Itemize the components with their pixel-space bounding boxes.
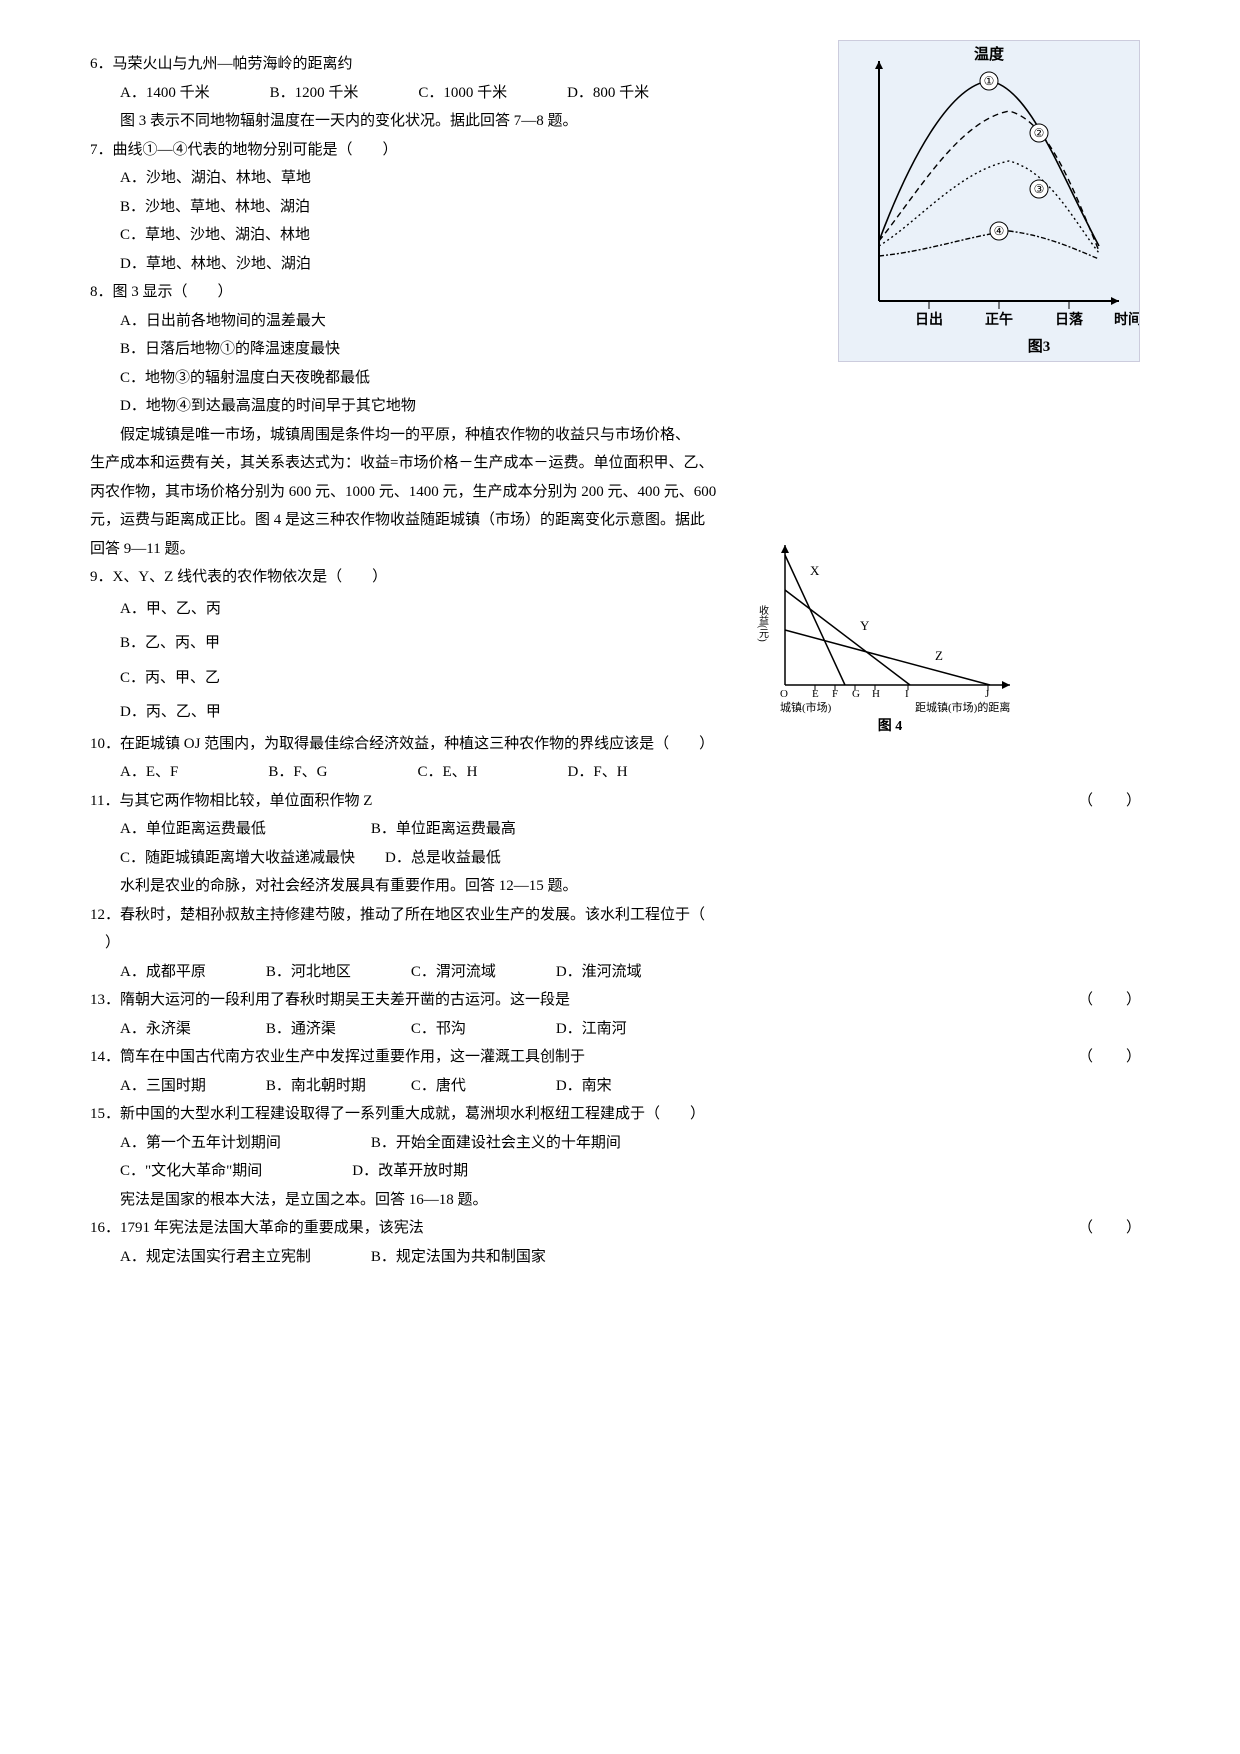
fig3-caption: 图3 <box>1028 338 1051 355</box>
q11-b: C．随距城镇距离增大收益递减最快 D．总是收益最低 <box>90 844 1150 873</box>
fig4-origin-lbl: 城镇(市场) <box>780 700 832 714</box>
p4: 宪法是国家的根本大法，是立国之本。回答 16—18 题。 <box>90 1186 1150 1215</box>
fig3-label-4: ④ <box>994 224 1005 238</box>
fig4-x-arrow <box>1002 681 1010 689</box>
q11-a: A．单位距离运费最低 B．单位距离运费最高 <box>90 815 1150 844</box>
q15-stem: 15．新中国的大型水利工程建设取得了一系列重大成就，葛洲坝水利枢纽工程建成于（ … <box>90 1100 1150 1129</box>
q8-d: D．地物④到达最高温度的时间早于其它地物 <box>90 392 1150 421</box>
figure-4: X Y Z O E F G H I J 收益(元) 城镇(市场) 距城镇(市场)… <box>750 535 1030 735</box>
fig4-tick-g: G <box>852 688 860 700</box>
fig4-label-y: Y <box>860 618 870 633</box>
q13-stem: 13．隋朝大运河的一段利用了春秋时期吴王夫差开凿的古运河。这一段是 <box>90 992 570 1008</box>
figure-3: ① ② ③ ④ 温度 日出 正午 日落 时间 图3 <box>838 40 1140 362</box>
q11-paren: （ ） <box>1078 787 1150 816</box>
fig4-caption: 图 4 <box>878 718 903 734</box>
p2-l2: 生产成本和运费有关，其关系表达式为：收益=市场价格－生产成本－运费。单位面积甲、… <box>90 449 1150 478</box>
fig4-line-z <box>785 630 990 685</box>
fig3-xlabel: 时间 <box>1114 311 1139 328</box>
fig3-label-3: ③ <box>1034 182 1045 196</box>
fig4-label-z: Z <box>935 648 943 663</box>
fig3-label-1: ① <box>984 74 995 88</box>
fig4-y-arrow <box>781 545 789 553</box>
p3: 水利是农业的命脉，对社会经济发展具有重要作用。回答 12—15 题。 <box>90 872 1150 901</box>
fig3-xtick-2: 日落 <box>1055 311 1084 328</box>
q13-paren: （ ） <box>1078 986 1150 1015</box>
q8-c: C．地物③的辐射温度白天夜晚都最低 <box>90 364 1150 393</box>
q16-a: A．规定法国实行君主立宪制 B．规定法国为共和制国家 <box>90 1243 1150 1272</box>
fig4-xlabel: 距城镇(市场)的距离 <box>915 700 1010 714</box>
q11-stem: 11．与其它两作物相比较，单位面积作物 Z <box>90 793 372 809</box>
p2-l1: 假定城镇是唯一市场，城镇周围是条件均一的平原，种植农作物的收益只与市场价格、 <box>90 421 1150 450</box>
q6-stem: 6．马荣火山与九州—帕劳海岭的距离约 <box>90 56 353 72</box>
fig4-label-x: X <box>810 563 820 578</box>
q14-stem: 14．筒车在中国古代南方农业生产中发挥过重要作用，这一灌溉工具创制于 <box>90 1049 585 1065</box>
p2-l4: 元，运费与距离成正比。图 4 是这三种农作物收益随距城镇（市场）的距离变化示意图… <box>90 506 1150 535</box>
q12-stem: 12．春秋时，楚相孙叔敖主持修建芍陂，推动了所在地区农业生产的发展。该水利工程位… <box>90 901 1150 930</box>
q14-opts: A．三国时期 B．南北朝时期 C．唐代 D．南宋 <box>90 1072 1150 1101</box>
q16-paren: （ ） <box>1078 1214 1150 1243</box>
fig3-xtick-0: 日出 <box>915 311 943 328</box>
q14-paren: （ ） <box>1078 1043 1150 1072</box>
q15-b: C．"文化大革命"期间 D．改革开放时期 <box>90 1157 1150 1186</box>
fig3-xtick-1: 正午 <box>985 311 1013 328</box>
q15-a: A．第一个五年计划期间 B．开始全面建设社会主义的十年期间 <box>90 1129 1150 1158</box>
p2-l3: 丙农作物，其市场价格分别为 600 元、1000 元、1400 元，生产成本分别… <box>90 478 1150 507</box>
q12-stem2: ） <box>90 929 1150 958</box>
q16-stem: 16．1791 年宪法是法国大革命的重要成果，该宪法 <box>90 1220 424 1236</box>
fig4-origin: O <box>780 688 788 700</box>
q13-opts: A．永济渠 B．通济渠 C．邗沟 D．江南河 <box>90 1015 1150 1044</box>
fig3-label-2: ② <box>1034 126 1045 140</box>
fig4-tick-h: H <box>872 688 880 700</box>
fig3-ylabel: 温度 <box>974 45 1005 63</box>
fig4-ylabel: 收益(元) <box>757 603 769 641</box>
fig4-line-y <box>785 590 910 685</box>
q12-opts: A．成都平原 B．河北地区 C．渭河流域 D．淮河流域 <box>90 958 1150 987</box>
q10-opts: A．E、F B．F、G C．E、H D．F、H <box>90 758 1150 787</box>
